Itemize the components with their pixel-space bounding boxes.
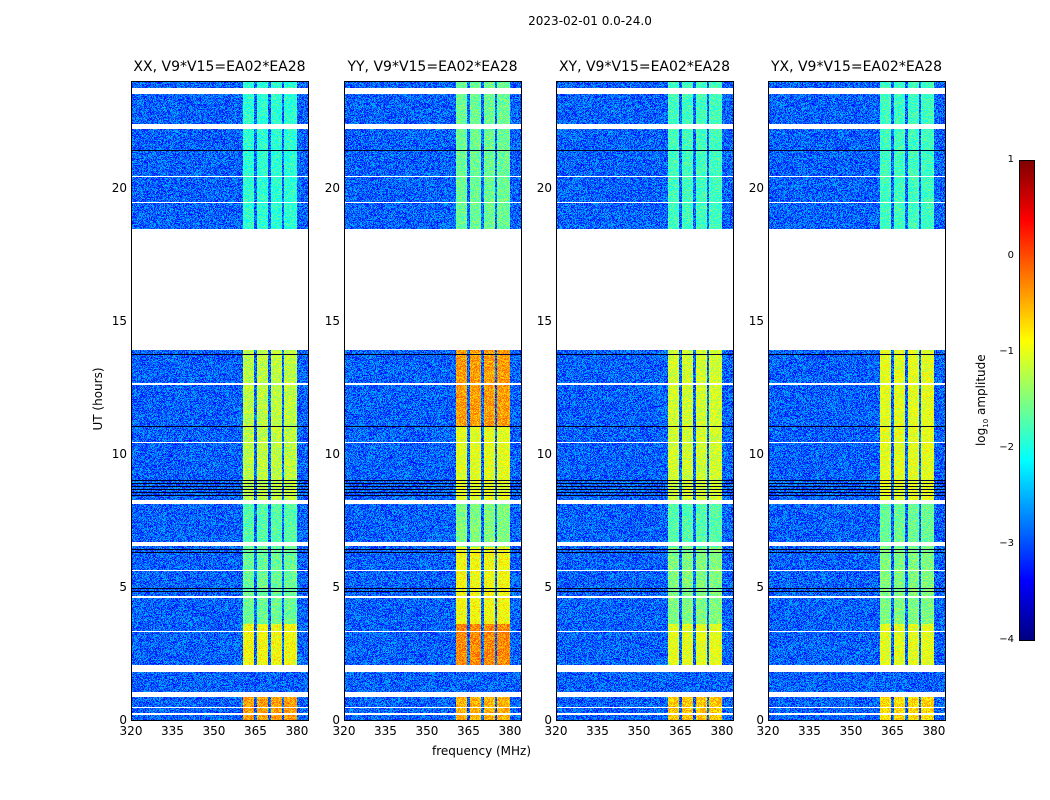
y-tick-label: 20 [748,180,764,195]
heatmap-panel [768,81,945,720]
y-tick-label: 10 [111,446,127,461]
y-tick-label: 0 [119,713,127,727]
colorbar-tick-label: −3 [999,538,1014,549]
x-tick-label: 365 [881,724,904,738]
y-tick-label: 15 [536,313,552,328]
y-tick-label: 0 [332,713,340,727]
colorbar-tick-label: −1 [999,346,1014,357]
panel-title: YX, V9*V15=EA02*EA28 [770,59,943,75]
x-tick-label: 350 [839,724,863,738]
x-tick-label: 350 [627,724,651,738]
y-tick-label: 20 [324,180,340,195]
panel-title: XX, V9*V15=EA02*EA28 [133,59,306,75]
y-tick-label: 0 [756,713,764,727]
panel-title: XY, V9*V15=EA02*EA28 [558,59,731,75]
y-tick-label: 5 [756,579,764,594]
colorbar-tick-label: 0 [1007,250,1014,261]
y-tick-label: 10 [536,446,552,461]
colorbar-tick-label: 1 [1007,154,1014,165]
y-tick-label: 20 [111,180,127,195]
colorbar-gradient [1019,160,1035,641]
y-tick-label: 10 [324,446,340,461]
heatmap-panel [556,81,733,720]
x-tick-label: 380 [710,724,734,738]
heatmap-panel [344,81,521,720]
y-tick-label: 15 [748,313,764,328]
y-tick-label: 15 [111,313,127,328]
x-axis-label: frequency (MHz) [432,744,532,758]
colorbar-label: log10 amplitude [973,354,991,447]
y-tick-label: 15 [324,313,340,328]
x-tick-label: 365 [244,724,267,738]
x-tick-label: 320 [332,724,356,738]
figure-title: 2023-02-01 0.0-24.0 [528,14,652,28]
x-tick-label: 335 [586,724,609,738]
x-tick-label: 335 [798,724,821,738]
x-tick-label: 380 [285,724,309,738]
x-tick-label: 335 [161,724,184,738]
y-axis-label: UT (hours) [91,367,105,431]
y-tick-label: 5 [544,579,552,594]
y-tick-label: 5 [119,579,127,594]
x-tick-label: 380 [922,724,946,738]
colorbar-tick-label: −2 [999,442,1014,453]
panel-title: YY, V9*V15=EA02*EA28 [347,59,518,75]
x-tick-label: 320 [119,724,143,738]
y-tick-label: 10 [748,446,764,461]
x-tick-label: 350 [202,724,226,738]
x-tick-label: 365 [669,724,692,738]
colorbar [1019,160,1035,641]
colorbar-tick-label: −4 [999,634,1014,645]
x-tick-label: 380 [498,724,522,738]
x-tick-label: 335 [374,724,397,738]
x-tick-label: 365 [457,724,480,738]
x-tick-label: 320 [756,724,780,738]
y-tick-label: 5 [332,579,340,594]
x-tick-label: 320 [544,724,568,738]
y-tick-label: 20 [536,180,552,195]
x-tick-label: 350 [415,724,439,738]
heatmap-panel [131,81,308,720]
y-tick-label: 0 [544,713,552,727]
